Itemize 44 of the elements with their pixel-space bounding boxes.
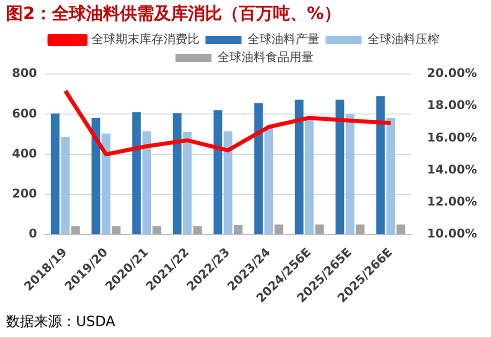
bar <box>356 224 365 234</box>
bar <box>92 118 100 234</box>
bar <box>386 118 396 234</box>
source-note: 数据来源：USDA <box>5 313 116 332</box>
y2-tick-label: 12.00% <box>427 194 478 209</box>
bar <box>61 137 70 234</box>
y-tick-label: 200 <box>12 186 38 201</box>
bar <box>346 114 354 234</box>
bar <box>254 103 263 234</box>
bar <box>234 224 243 234</box>
legend-label: 全球油料压榨 <box>368 32 440 46</box>
bar <box>142 131 152 234</box>
bar <box>294 100 304 234</box>
bar <box>172 113 182 234</box>
chart-title: 图2：全球油料供需及库消比（百万吨、%） <box>5 3 342 26</box>
legend-label: 全球油料食品用量 <box>218 50 314 64</box>
bar <box>214 110 222 234</box>
bar <box>336 100 344 234</box>
bar <box>396 224 406 234</box>
y-tick-label: 0 <box>28 226 38 241</box>
y2-tick-label: 16.00% <box>427 130 478 144</box>
y2-tick-label: 18.00% <box>427 98 478 112</box>
bar <box>305 116 314 234</box>
bar <box>224 131 232 234</box>
bar <box>102 134 110 234</box>
bar <box>183 132 192 234</box>
bar <box>112 226 121 234</box>
y-tick-label: 400 <box>12 146 38 160</box>
bar <box>376 96 385 234</box>
y-tick-label: 600 <box>12 106 38 120</box>
bar <box>264 128 274 234</box>
bar <box>274 224 284 234</box>
y2-tick-label: 14.00% <box>427 162 478 176</box>
y2-tick-label: 10.00% <box>427 226 478 241</box>
bar <box>71 226 80 234</box>
y2-tick-label: 20.00% <box>427 66 478 80</box>
bar <box>132 112 141 234</box>
legend-label: 全球油料产量 <box>248 32 320 46</box>
y-tick-label: 800 <box>12 66 38 80</box>
bar <box>152 226 162 234</box>
legend-label: 全球期末库存消费比 <box>92 32 200 46</box>
bar <box>50 114 60 234</box>
bar <box>315 224 324 234</box>
bar <box>193 226 202 234</box>
